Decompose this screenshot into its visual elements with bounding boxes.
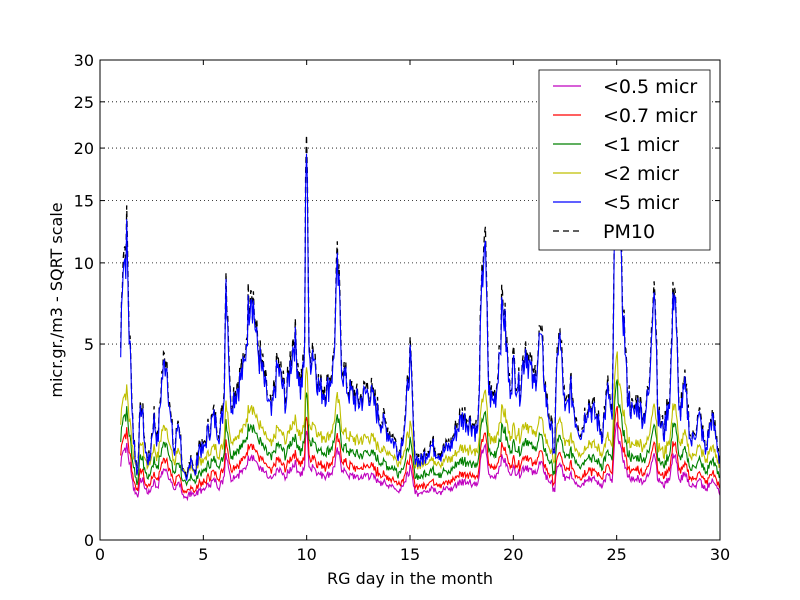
x-tick-label: 30 bbox=[710, 545, 730, 564]
y-tick-label: 10 bbox=[74, 254, 94, 273]
series-line bbox=[120, 351, 721, 480]
y-tick-label: 5 bbox=[84, 335, 94, 354]
legend-box bbox=[538, 69, 711, 251]
y-axis-ticks: 0 5 10 15 20 25 30 bbox=[74, 51, 720, 550]
series-line bbox=[120, 406, 721, 494]
x-axis-ticks: 0 5 10 15 20 25 30 bbox=[95, 60, 730, 564]
x-axis-label: RG day in the month bbox=[327, 569, 493, 588]
legend-label: <0.7 micr bbox=[603, 105, 697, 127]
y-axis-label: micr.gr./m3 - SQRT scale bbox=[47, 202, 66, 397]
x-tick-label: 10 bbox=[296, 545, 316, 564]
x-tick-label: 25 bbox=[606, 545, 626, 564]
legend-label: <1 micr bbox=[603, 134, 679, 156]
y-tick-label: 30 bbox=[74, 51, 94, 70]
x-tick-label: 15 bbox=[400, 545, 420, 564]
x-tick-label: 20 bbox=[503, 545, 523, 564]
y-tick-label: 15 bbox=[74, 192, 94, 211]
y-tick-label: 0 bbox=[84, 531, 94, 550]
series-lines bbox=[120, 69, 721, 502]
legend-label: <2 micr bbox=[603, 163, 679, 185]
x-tick-label: 5 bbox=[198, 545, 208, 564]
legend-label: PM10 bbox=[603, 221, 655, 243]
legend-label: <0.5 micr bbox=[603, 76, 697, 98]
y-tick-label: 20 bbox=[74, 139, 94, 158]
legend: <0.5 micr <0.7 micr <1 micr <2 micr <5 micr P… bbox=[538, 69, 711, 251]
legend-label: <5 micr bbox=[603, 192, 679, 214]
x-tick-label: 0 bbox=[95, 545, 105, 564]
series-line bbox=[120, 379, 721, 487]
y-tick-label: 25 bbox=[74, 93, 94, 112]
series-line bbox=[120, 421, 721, 502]
